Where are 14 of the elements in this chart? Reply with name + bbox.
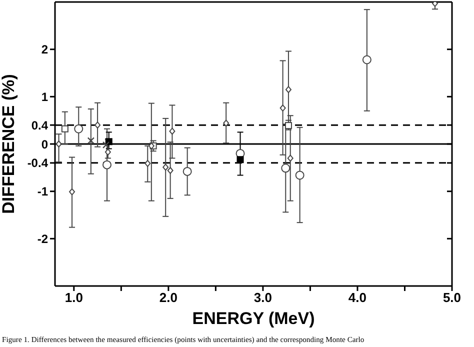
y-tick-label: -1: [37, 184, 48, 199]
y-axis-title: DIFFERENCE (%): [0, 74, 18, 214]
x-axis-title: ENERGY (MeV): [192, 309, 315, 328]
y-tick-label: -0.4: [27, 156, 48, 170]
x-tick-label: 3.0: [254, 290, 272, 306]
x-tick-label: 2.0: [159, 290, 178, 306]
x-tick-label: 1.0: [64, 290, 83, 306]
y-tick-label: 1: [41, 90, 48, 104]
y-tick-label: 0: [41, 137, 48, 152]
y-tick-label: 2: [41, 42, 48, 57]
y-tick-label: 0.4: [31, 118, 48, 132]
y-tick-label: -2: [37, 232, 48, 246]
x-tick-label: 5.0: [442, 290, 462, 306]
x-tick-label: 4.0: [348, 290, 367, 306]
